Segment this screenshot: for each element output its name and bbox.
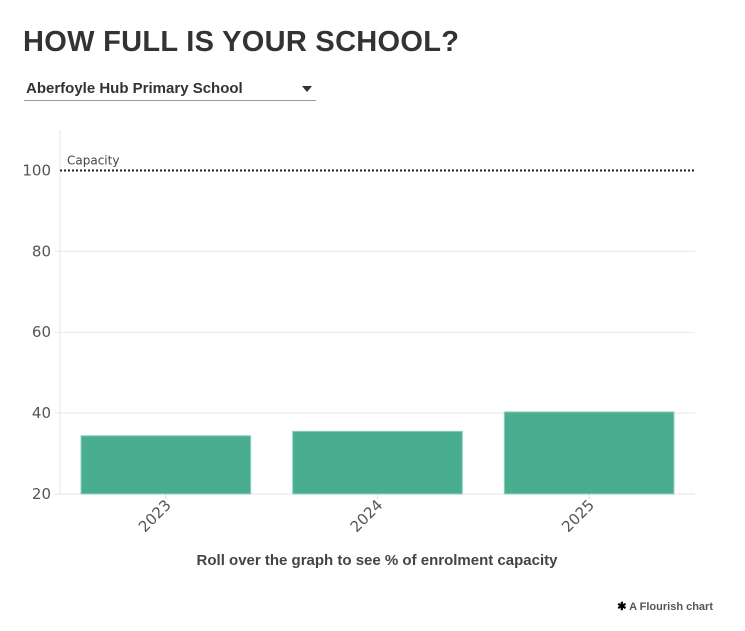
bar-2025[interactable] <box>503 411 675 495</box>
bar-2024[interactable] <box>292 430 463 495</box>
school-select-value: Aberfoyle Hub Primary School <box>26 80 243 97</box>
x-axis-title: Roll over the graph to see % of enrolmen… <box>197 552 559 569</box>
y-tick-label: 60 <box>32 323 51 341</box>
chevron-down-icon <box>302 86 312 92</box>
school-select[interactable]: Aberfoyle Hub Primary School <box>24 78 316 101</box>
flourish-asterisk-icon: ✱ <box>617 601 627 613</box>
y-tick-label: 40 <box>32 404 51 422</box>
x-tick-label: 2025 <box>558 496 598 536</box>
y-tick-label: 80 <box>32 242 51 260</box>
capacity-label: Capacity <box>67 153 119 167</box>
page-title: HOW FULL IS YOUR SCHOOL? <box>23 26 460 58</box>
y-tick-label: 20 <box>32 485 51 503</box>
x-tick-label: 2023 <box>135 496 175 536</box>
flourish-credit-text: A Flourish chart <box>629 601 713 613</box>
y-tick-label: 100 <box>22 161 51 179</box>
flourish-credit[interactable]: ✱ A Flourish chart <box>617 600 713 613</box>
x-tick-label: 2024 <box>347 496 387 536</box>
bar-2023[interactable] <box>80 435 252 495</box>
